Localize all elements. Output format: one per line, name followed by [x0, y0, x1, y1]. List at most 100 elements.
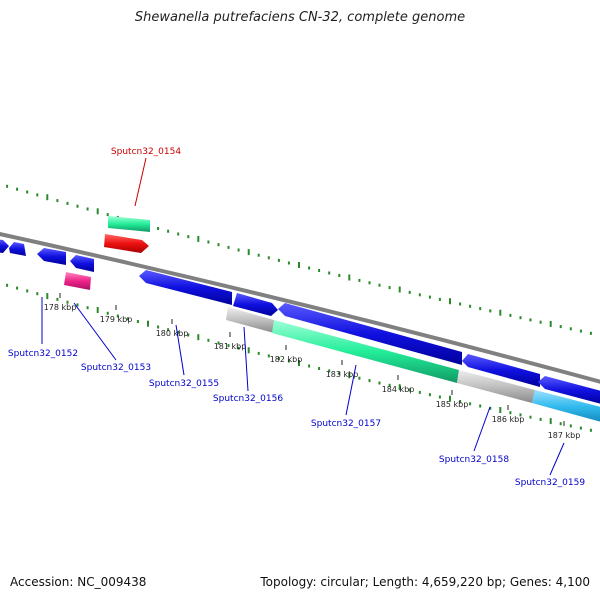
outer-gc-dot [247, 249, 250, 256]
inner-gc-dot [136, 320, 139, 323]
outer-gc-dot [549, 320, 552, 327]
outer-gc-dot [66, 201, 69, 205]
outer-gc-dot [76, 204, 79, 208]
gene-label[interactable]: Sputcn32_0157 [311, 419, 381, 429]
inner-gc-dot [36, 292, 39, 296]
inner-gc-dot [469, 402, 472, 406]
outer-gc-dot [569, 327, 572, 331]
inner-gc-dot [418, 390, 421, 394]
inner-gc-dot [328, 369, 331, 373]
outer-gc-dot [358, 278, 361, 282]
feature-blue-c[interactable] [37, 248, 66, 265]
outer-gc-dot [368, 281, 371, 285]
inner-gc-dot [378, 381, 381, 385]
inner-gc-dot [76, 303, 79, 307]
genome-summary-text: Topology: circular; Length: 4,659,220 bp… [260, 575, 590, 589]
inner-gc-dot [579, 426, 582, 430]
inner-gc-dot [398, 384, 401, 391]
outer-gc-dot [217, 243, 220, 247]
gene-label[interactable]: Sputcn32_0154 [111, 147, 181, 157]
feature-magenta[interactable] [64, 272, 91, 290]
gene-label[interactable]: Sputcn32_0155 [149, 379, 219, 389]
feature-grey-b[interactable] [457, 370, 535, 403]
feature-blue-a[interactable] [0, 239, 9, 253]
gene-label[interactable]: Sputcn32_0153 [81, 363, 151, 373]
gene-label[interactable]: Sputcn32_0159 [515, 478, 585, 488]
gene-leader-line [345, 364, 357, 416]
feature-blue-0156[interactable] [233, 293, 278, 316]
outer-gc-dot [16, 187, 19, 191]
feature-blue-0159[interactable] [538, 376, 600, 405]
outer-gc-dot [519, 316, 522, 320]
outer-gc-dot [408, 290, 411, 294]
inner-gc-dot [298, 360, 300, 366]
outer-gc-dot [227, 245, 230, 249]
map-title: Shewanella putrefaciens CN-32, complete … [134, 10, 466, 25]
feature-blue-d[interactable] [70, 255, 94, 272]
inner-gc-dot [388, 383, 391, 387]
feature-blue-b[interactable] [9, 242, 26, 256]
outer-gc-dot [96, 208, 99, 215]
outer-gc-dot [46, 194, 49, 201]
inner-gc-dot [126, 317, 129, 321]
scale-tick-label: 180 kbp [156, 329, 189, 338]
genome-backbone [0, 232, 600, 384]
outer-gc-dot [509, 313, 512, 317]
inner-gc-dot [157, 325, 160, 329]
accession-text: Accession: NC_009438 [10, 575, 147, 589]
outer-gc-dot [167, 229, 170, 233]
gene-leader-line [243, 326, 249, 392]
inner-gc-dot [147, 320, 149, 327]
inner-gc-dot [207, 338, 210, 342]
outer-gc-dot [428, 295, 431, 299]
outer-gc-dot [86, 207, 89, 211]
outer-gc-dot [106, 213, 109, 217]
gene-label[interactable]: Sputcn32_0152 [8, 349, 78, 359]
outer-gc-dot [489, 309, 492, 313]
outer-gc-track [6, 184, 592, 335]
feature-grey-a[interactable] [226, 307, 274, 333]
gene-label[interactable]: Sputcn32_0156 [213, 394, 283, 404]
inner-gc-dot [348, 372, 351, 379]
inner-gc-dot [428, 393, 431, 397]
feature-blue-0158[interactable] [462, 354, 540, 387]
feature-teal-0157[interactable] [272, 320, 459, 383]
scale-tick-label: 187 kbp [548, 431, 581, 440]
feature-arrows[interactable] [0, 216, 600, 423]
feature-cyan[interactable] [532, 390, 600, 423]
feature-teal-top[interactable] [108, 216, 150, 232]
outer-gc-dot [287, 261, 290, 265]
outer-gc-dot [257, 253, 260, 257]
gene-label[interactable]: Sputcn32_0158 [439, 455, 509, 465]
gene-leader-line [175, 324, 185, 376]
inner-gc-dot [308, 364, 311, 368]
feature-red-0154[interactable] [104, 234, 149, 253]
inner-gc-dot [106, 311, 109, 315]
inner-gc-dot [167, 328, 170, 332]
inner-gc-dot [187, 333, 190, 337]
inner-gc-dot [338, 371, 341, 375]
outer-gc-dot [338, 274, 341, 277]
inner-gc-dot [479, 404, 482, 408]
inner-gc-dot [6, 283, 9, 287]
inner-gc-dot [358, 376, 361, 380]
inner-gc-dot [459, 400, 462, 403]
outer-gc-dot [479, 307, 482, 311]
outer-gc-dot [378, 283, 381, 287]
inner-gc-dot [287, 359, 290, 363]
feature-blue-0155[interactable] [139, 270, 232, 305]
scale-tick-label: 179 kbp [100, 315, 133, 324]
gene-leader-line [73, 302, 117, 361]
scale-tick-label: 186 kbp [492, 415, 525, 424]
feature-blue-0157[interactable] [278, 303, 462, 365]
outer-gc-dot [36, 193, 39, 197]
inner-gc-dot [509, 411, 512, 415]
inner-gc-dot [46, 293, 49, 300]
inner-gc-dot [217, 341, 220, 345]
outer-gc-dot [56, 199, 59, 203]
outer-gc-dot [318, 269, 321, 272]
scale-ticks: 178 kbp 179 kbp 180 kbp 181 kbp 182 kbp 183 k… [44, 293, 581, 440]
outer-gc-dot [418, 293, 421, 297]
